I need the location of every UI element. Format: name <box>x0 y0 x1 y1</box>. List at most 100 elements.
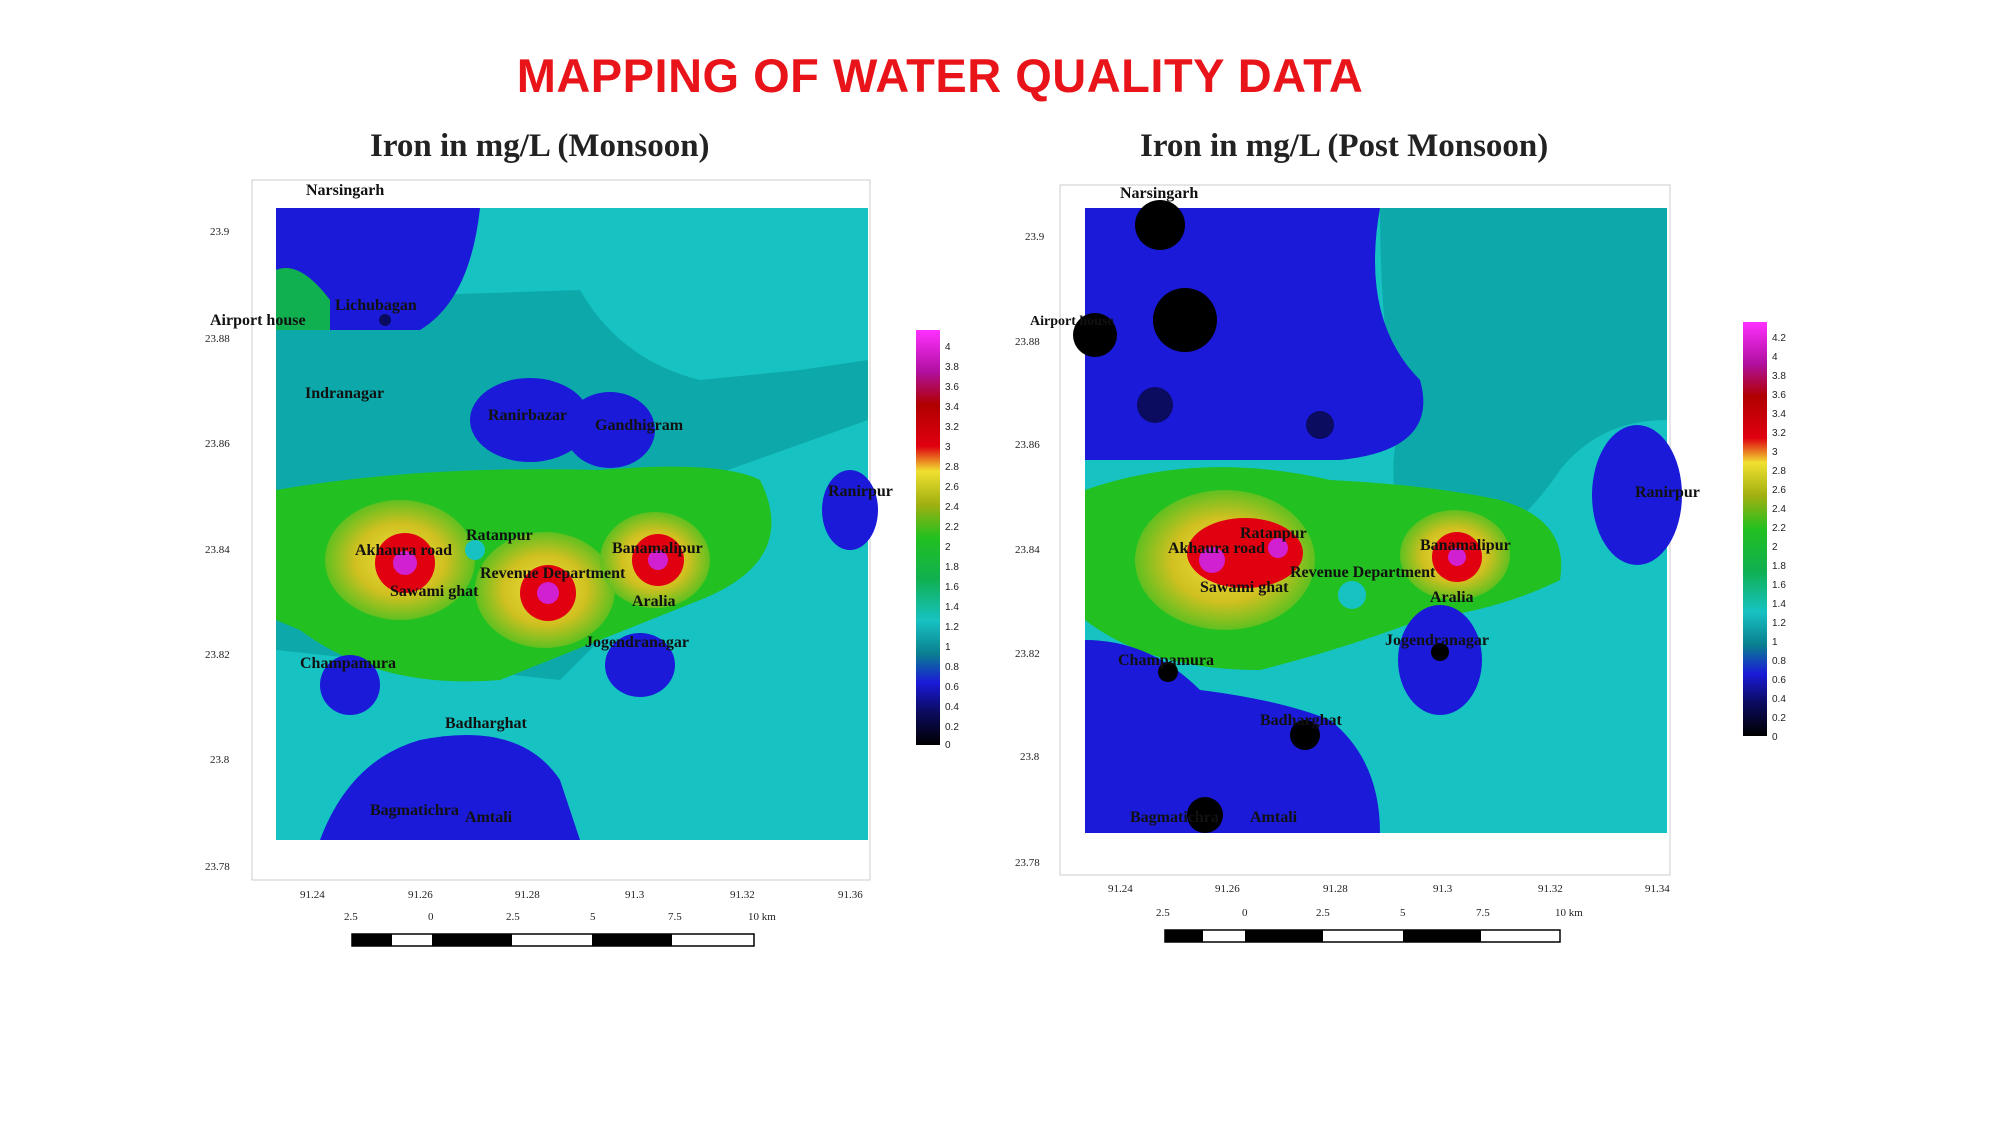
contour-blue-south <box>320 735 580 840</box>
legend-label: 3 <box>945 442 951 453</box>
low-spot-black <box>1431 643 1449 661</box>
contour-green-w <box>276 268 330 330</box>
lon-tick: 91.32 <box>1538 883 1563 895</box>
low-spot-black <box>1135 200 1185 250</box>
place-label: Indranagar <box>305 385 384 402</box>
lon-tick: 91.32 <box>730 889 755 901</box>
legend-label: 3.4 <box>945 402 959 413</box>
legend-label: 3.4 <box>1772 409 1786 420</box>
contour-blue-north <box>1085 208 1424 460</box>
legend-label: 2.8 <box>945 462 959 473</box>
legend-label: 1.4 <box>1772 599 1786 610</box>
legend-label: 1.2 <box>945 622 959 633</box>
sample-point <box>379 314 391 326</box>
legend-label: 1 <box>1772 637 1778 648</box>
legend-label: 2.6 <box>1772 485 1786 496</box>
scale-label: 5 <box>590 911 596 923</box>
contour-blue-center <box>470 378 590 462</box>
place-label: Sawami ghat <box>1200 579 1289 596</box>
place-label: Narsingarh <box>306 182 384 199</box>
lon-tick: 91.34 <box>1645 883 1670 895</box>
legend-label: 2.4 <box>1772 504 1786 515</box>
lat-tick: 23.82 <box>205 649 230 661</box>
scale-bar: 2.5 0 2.5 5 7.5 10 km <box>1156 907 1583 943</box>
lat-tick: 23.84 <box>205 544 230 556</box>
hotspot-1-core-2 <box>1268 538 1288 558</box>
place-label: Aralia <box>1430 589 1474 606</box>
hotspot-3-core <box>648 550 668 570</box>
lon-tick: 91.3 <box>625 889 645 901</box>
scale-label: 5 <box>1400 907 1406 919</box>
low-spot-black <box>1290 720 1320 750</box>
place-label: Akhaura road <box>355 542 452 559</box>
legend-label: 4 <box>945 342 951 353</box>
low-spot-dark <box>1306 411 1334 439</box>
hotspot-2-core <box>1448 548 1466 566</box>
low-spot-dark <box>1137 387 1173 423</box>
place-label: Revenue Department <box>1290 564 1436 581</box>
place-label: Revenue Department <box>480 565 626 582</box>
map-post-monsoon: Narsingarh Airport house Ratanpur Akhaur… <box>1015 184 1786 943</box>
contour-blue-south <box>1085 640 1380 833</box>
lon-tick: 91.3 <box>1433 883 1453 895</box>
lat-tick: 23.78 <box>205 861 230 873</box>
place-label: Amtali <box>465 809 513 826</box>
place-label: Banamalipur <box>612 540 703 557</box>
place-label: Jogendranagar <box>1385 632 1489 649</box>
contour-teal <box>1380 208 1667 560</box>
place-label: Narsingarh <box>1120 185 1198 202</box>
legend-label: 1.6 <box>945 582 959 593</box>
lon-tick: 91.24 <box>1108 883 1133 895</box>
lat-tick: 23.84 <box>1015 544 1040 556</box>
contour-blue-center-2 <box>565 392 655 468</box>
scale-label: 0 <box>1242 907 1248 919</box>
lat-tick: 23.86 <box>205 438 230 450</box>
legend-label: 3.6 <box>945 382 959 393</box>
legend-label: 2 <box>945 542 951 553</box>
low-spot-black <box>1073 313 1117 357</box>
scale-label: 7.5 <box>668 911 682 923</box>
legend-label: 2.8 <box>1772 466 1786 477</box>
low-spot-black <box>1153 288 1217 352</box>
lat-tick: 23.8 <box>210 754 230 766</box>
lat-tick: 23.78 <box>1015 857 1040 869</box>
legend-labels: 4 3.8 3.6 3.4 3.2 3 2.8 2.6 2.4 2.2 2 1.… <box>945 342 959 751</box>
scale-label: 2.5 <box>1156 907 1170 919</box>
legend-label: 3.8 <box>1772 371 1786 382</box>
legend-label: 4.2 <box>1772 333 1786 344</box>
place-label: Ratanpur <box>1240 525 1307 542</box>
lat-tick: 23.9 <box>210 226 230 238</box>
scale-label: 2.5 <box>506 911 520 923</box>
legend-label: 1.2 <box>1772 618 1786 629</box>
legend-label: 0.8 <box>1772 656 1786 667</box>
place-label: Champamura <box>1118 652 1214 669</box>
place-label: Aralia <box>632 593 676 610</box>
place-label: Ranirbazar <box>488 407 567 424</box>
legend-label: 0 <box>1772 732 1778 743</box>
scale-label: 2.5 <box>1316 907 1330 919</box>
place-label: Sawami ghat <box>390 583 479 600</box>
legend-color-bar <box>916 330 940 745</box>
place-label: Badharghat <box>1260 712 1342 729</box>
contour-blue-sw <box>320 655 380 715</box>
lat-tick: 23.88 <box>205 333 230 345</box>
place-label: Amtali <box>1250 809 1298 826</box>
hotspot-1-core <box>1199 547 1225 573</box>
legend-label: 3.2 <box>1772 428 1786 439</box>
lat-tick: 23.82 <box>1015 648 1040 660</box>
scale-label: 10 km <box>748 911 776 923</box>
scale-bar: 2.5 0 2.5 5 7.5 10 km <box>344 911 776 947</box>
legend-color-bar <box>1743 322 1767 736</box>
lon-tick: 91.26 <box>408 889 433 901</box>
legend-label: 0.4 <box>1772 694 1786 705</box>
lon-tick: 91.26 <box>1215 883 1240 895</box>
legend-label: 0.6 <box>945 682 959 693</box>
scale-label: 7.5 <box>1476 907 1490 919</box>
place-label: Airport house <box>210 312 306 329</box>
hotspot-2-core <box>537 582 559 604</box>
place-label: Bagmatichra <box>370 802 459 819</box>
scale-label: 2.5 <box>344 911 358 923</box>
place-label: Lichubagan <box>335 297 417 314</box>
legend-label: 0 <box>945 740 951 751</box>
